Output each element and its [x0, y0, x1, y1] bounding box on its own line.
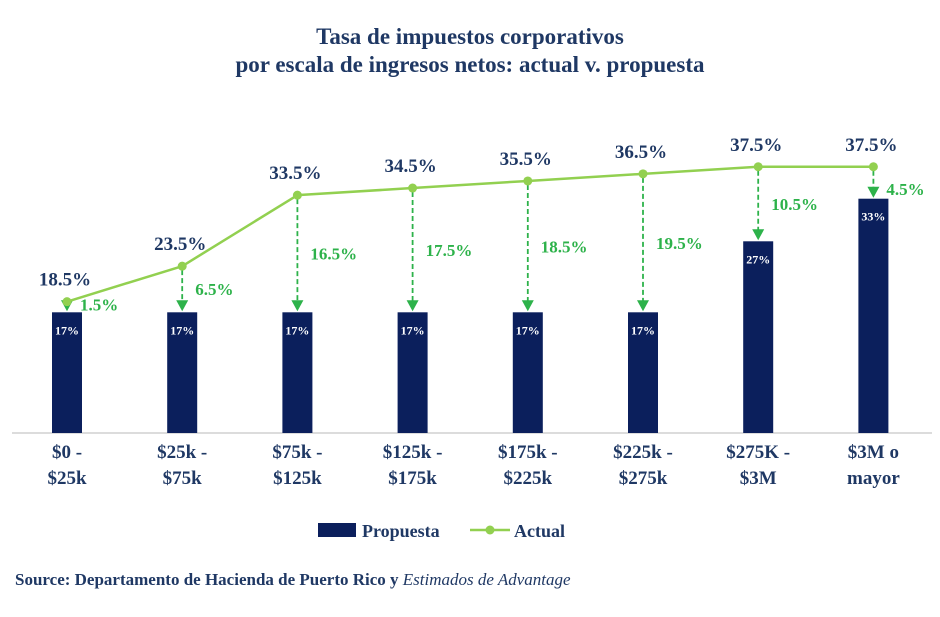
bar-value-label-2: 17%	[285, 323, 309, 337]
bar-propuesta-1	[167, 312, 198, 433]
bar-value-label-1: 17%	[170, 323, 194, 337]
legend-marker-actual	[485, 525, 495, 535]
difference-label-0: 1.5%	[80, 295, 118, 314]
category-label-2-line-1: $125k	[273, 468, 322, 489]
actual-value-label-1: 23.5%	[154, 234, 206, 255]
bar-propuesta-0	[52, 312, 82, 433]
difference-label-4: 18.5%	[541, 238, 588, 257]
category-label-7-line-0: $3M o	[848, 442, 899, 463]
series-line-actual	[66, 165, 874, 303]
difference-label-7: 4.5%	[886, 180, 924, 199]
actual-value-label-5: 36.5%	[615, 142, 667, 163]
bar-value-label-3: 17%	[401, 323, 425, 337]
difference-label-3: 17.5%	[426, 241, 473, 260]
actual-value-label-3: 34.5%	[384, 156, 436, 177]
legend-label-actual: Actual	[514, 521, 565, 541]
difference-label-6: 10.5%	[771, 195, 818, 214]
category-label-4-line-1: $225k	[504, 468, 553, 489]
bar-propuesta-7	[858, 198, 889, 433]
bar-value-label-7: 33%	[861, 210, 885, 224]
chart-title-line-2: por escala de ingresos netos: actual v. …	[236, 52, 705, 77]
point-actual-6	[753, 162, 763, 172]
actual-value-label-7: 37.5%	[845, 135, 897, 156]
difference-arrow-head-5	[637, 300, 649, 312]
category-label-1-line-0: $25k -	[157, 442, 207, 463]
bar-propuesta-5	[628, 312, 658, 433]
category-label-6-line-1: $3M	[740, 468, 777, 489]
bar-propuesta-6	[743, 241, 774, 433]
category-label-3-line-1: $175k	[388, 468, 437, 489]
source-note: Source: Departamento de Hacienda de Puer…	[15, 570, 571, 590]
category-label-0-line-0: $0 -	[52, 442, 82, 463]
difference-label-2: 16.5%	[310, 245, 357, 264]
category-label-1-line-1: $75k	[163, 468, 203, 489]
legend-swatch-propuesta	[318, 523, 356, 537]
difference-label-1: 6.5%	[195, 280, 233, 299]
category-label-4-line-0: $175k -	[498, 442, 558, 463]
category-label-3-line-0: $125k -	[383, 442, 443, 463]
category-label-5-line-1: $275k	[619, 468, 668, 489]
point-actual-3	[408, 183, 418, 193]
bar-value-label-6: 27%	[746, 252, 770, 266]
bar-value-label-4: 17%	[516, 323, 540, 337]
bar-propuesta-4	[512, 312, 543, 433]
bar-value-label-0: 17%	[55, 323, 79, 337]
category-label-2-line-0: $75k -	[272, 442, 322, 463]
bar-propuesta-3	[397, 312, 428, 433]
actual-value-label-2: 33.5%	[269, 163, 321, 184]
difference-label-5: 19.5%	[656, 234, 703, 253]
difference-arrow-head-7	[867, 186, 880, 198]
actual-value-label-4: 35.5%	[500, 149, 552, 170]
source-prefix: Source: Departamento de Hacienda de Puer…	[15, 570, 403, 589]
chart-marks: 17% 17% 17% 17% 17% 17% 27% 33% 1.5% 6.5% 16.5% 17.…	[39, 135, 925, 489]
legend-label-propuesta: Propuesta	[362, 521, 440, 541]
category-label-7-line-1: mayor	[847, 468, 900, 489]
point-actual-2	[292, 190, 302, 200]
actual-value-label-6: 37.5%	[730, 135, 782, 156]
point-actual-0	[62, 297, 72, 307]
bar-value-label-5: 17%	[631, 323, 655, 337]
point-actual-4	[523, 176, 533, 186]
difference-arrow-head-2	[291, 300, 304, 312]
point-actual-1	[177, 261, 187, 271]
category-label-0-line-1: $25k	[47, 468, 87, 489]
bar-propuesta-2	[282, 312, 313, 433]
point-actual-5	[638, 169, 648, 179]
chart-title-line-1: Tasa de impuestos corporativos	[316, 24, 624, 49]
point-actual-7	[868, 162, 878, 172]
difference-arrow-head-1	[176, 300, 189, 312]
source-italic: Estimados de Advantage	[402, 570, 571, 589]
actual-value-label-0: 18.5%	[39, 270, 91, 291]
difference-arrow-head-6	[752, 229, 765, 241]
difference-arrow-head-3	[406, 300, 419, 312]
category-label-5-line-0: $225k -	[613, 442, 673, 463]
category-label-6-line-0: $275K -	[726, 442, 790, 463]
difference-arrow-head-4	[521, 300, 534, 312]
